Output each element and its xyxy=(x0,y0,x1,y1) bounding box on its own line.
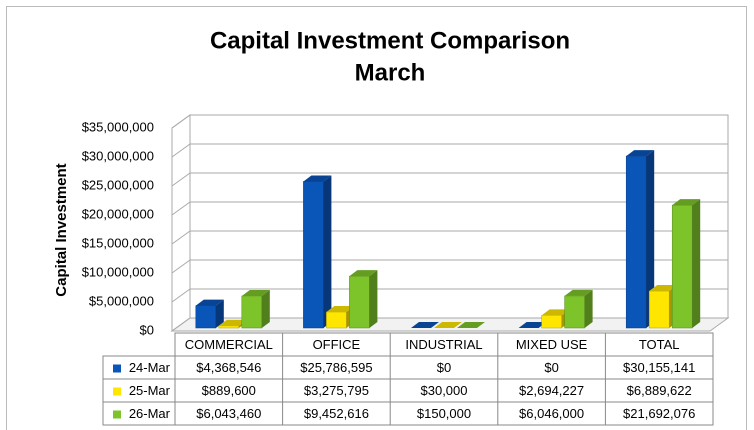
bar-side xyxy=(646,150,655,328)
data-label: $25,786,595 xyxy=(300,360,372,375)
grid-line xyxy=(171,201,728,216)
grid-line xyxy=(171,143,728,158)
data-label: $0 xyxy=(437,360,451,375)
grid-line xyxy=(171,259,728,274)
data-label: $3,275,795 xyxy=(304,383,369,398)
category-label: INDUSTRIAL xyxy=(405,337,482,352)
legend-label: 25-Mar xyxy=(129,383,171,398)
bar-front xyxy=(241,295,263,329)
chart-title: Capital Investment Comparison xyxy=(210,27,570,54)
data-label: $30,000 xyxy=(421,383,468,398)
data-label: $9,452,616 xyxy=(304,406,369,421)
y-tick-label: $30,000,000 xyxy=(82,148,154,163)
bar-side xyxy=(261,289,270,328)
bar-top xyxy=(349,270,378,277)
bar-top xyxy=(195,299,224,306)
bar-top xyxy=(564,289,593,296)
bar-side xyxy=(323,175,332,328)
legend-label: 26-Mar xyxy=(129,406,171,421)
data-label: $2,694,227 xyxy=(519,383,584,398)
bar-top xyxy=(457,322,485,328)
bar-top xyxy=(672,199,701,206)
bar-top xyxy=(218,319,247,326)
data-label: $21,692,076 xyxy=(623,406,695,421)
bar-top xyxy=(434,322,462,328)
grid-line xyxy=(171,172,728,187)
data-label: $30,155,141 xyxy=(623,360,695,375)
data-label: $4,368,546 xyxy=(196,360,261,375)
bar-front xyxy=(326,311,347,329)
bar-front xyxy=(218,325,240,329)
y-tick-label: $25,000,000 xyxy=(82,177,154,192)
legend-key xyxy=(113,387,121,396)
category-label: TOTAL xyxy=(639,337,680,352)
grid-line xyxy=(171,230,728,245)
data-label: $889,600 xyxy=(202,383,256,398)
bar-side xyxy=(692,199,701,328)
bar-top xyxy=(518,322,547,328)
bar-side xyxy=(584,289,593,328)
data-label: $6,046,000 xyxy=(519,406,584,421)
bar-top xyxy=(326,306,355,313)
category-label: OFFICE xyxy=(313,337,361,352)
bar-front xyxy=(541,315,562,329)
bar-top xyxy=(411,322,439,328)
y-tick-label: $35,000,000 xyxy=(82,119,154,134)
legend-label: 24-Mar xyxy=(129,360,171,375)
bar-top xyxy=(241,289,270,296)
grid-line xyxy=(171,288,728,303)
data-label: $6,043,460 xyxy=(196,406,261,421)
category-label: COMMERCIAL xyxy=(185,337,273,352)
y-axis-label: Capital Investment xyxy=(53,163,70,296)
bar-front xyxy=(671,204,693,329)
bar-top xyxy=(626,150,655,157)
bar-front xyxy=(648,290,670,329)
y-tick-label: $5,000,000 xyxy=(89,293,154,308)
bar-front xyxy=(303,181,324,329)
bar-front xyxy=(195,305,217,329)
grid-line xyxy=(171,114,728,129)
data-label: $150,000 xyxy=(417,406,471,421)
bar-front xyxy=(349,275,370,329)
y-tick-label: $0 xyxy=(140,322,154,337)
data-label: $6,889,622 xyxy=(627,383,692,398)
bar-front xyxy=(564,295,585,329)
y-tick-label: $20,000,000 xyxy=(82,206,154,221)
bar-top xyxy=(541,309,570,316)
category-label: MIXED USE xyxy=(516,337,588,352)
y-tick-label: $10,000,000 xyxy=(82,264,154,279)
bar-top xyxy=(649,285,678,292)
bar-top xyxy=(303,175,332,182)
side-wall xyxy=(171,114,191,332)
legend-key xyxy=(113,410,121,419)
bar-side xyxy=(369,270,378,328)
chart-subtitle: March xyxy=(355,59,426,86)
data-label: $0 xyxy=(544,360,558,375)
legend-key xyxy=(113,364,121,373)
bar-side xyxy=(215,299,224,328)
bar-front xyxy=(625,155,647,329)
y-tick-label: $15,000,000 xyxy=(82,235,154,250)
